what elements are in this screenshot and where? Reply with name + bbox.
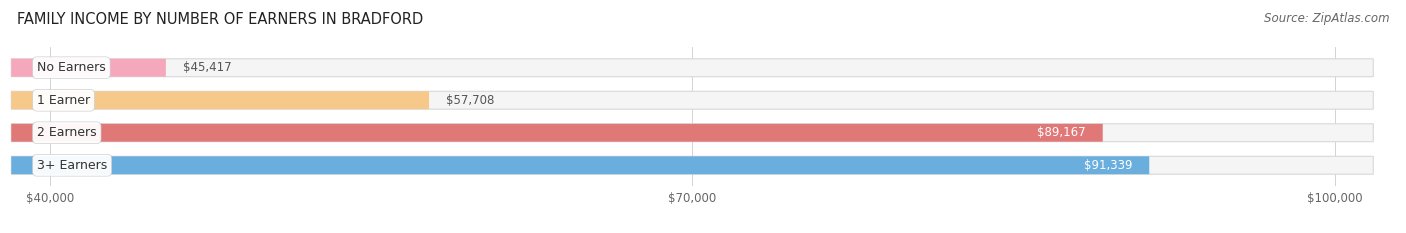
Text: $45,417: $45,417 xyxy=(183,61,232,74)
Text: Source: ZipAtlas.com: Source: ZipAtlas.com xyxy=(1264,12,1389,25)
Text: 3+ Earners: 3+ Earners xyxy=(37,159,107,172)
FancyBboxPatch shape xyxy=(11,91,1374,109)
Text: 2 Earners: 2 Earners xyxy=(37,126,97,139)
Text: $89,167: $89,167 xyxy=(1038,126,1085,139)
Text: No Earners: No Earners xyxy=(37,61,105,74)
FancyBboxPatch shape xyxy=(11,91,429,109)
FancyBboxPatch shape xyxy=(11,124,1374,142)
FancyBboxPatch shape xyxy=(11,59,1374,77)
Text: FAMILY INCOME BY NUMBER OF EARNERS IN BRADFORD: FAMILY INCOME BY NUMBER OF EARNERS IN BR… xyxy=(17,12,423,27)
Text: $57,708: $57,708 xyxy=(446,94,495,107)
FancyBboxPatch shape xyxy=(11,156,1374,174)
FancyBboxPatch shape xyxy=(11,156,1149,174)
Text: $91,339: $91,339 xyxy=(1084,159,1132,172)
FancyBboxPatch shape xyxy=(11,124,1102,142)
Text: 1 Earner: 1 Earner xyxy=(37,94,90,107)
FancyBboxPatch shape xyxy=(11,59,166,77)
